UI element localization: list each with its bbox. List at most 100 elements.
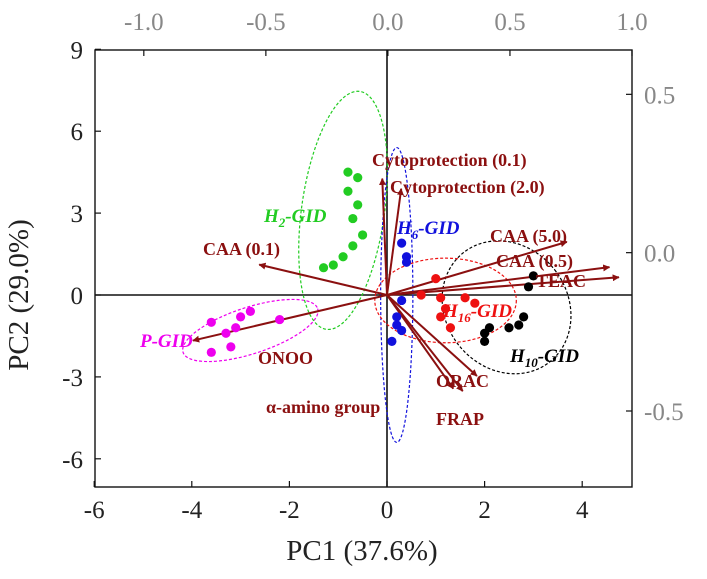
x-axis-title: PC1 (37.6%): [286, 535, 437, 567]
score-point-p-gid: [245, 306, 255, 316]
loading-label: FRAP: [436, 409, 484, 429]
y-tick-label: 0: [71, 283, 84, 310]
x-tick-label: 2: [478, 497, 491, 524]
group-label-h16-gid: H16-GID: [442, 301, 512, 325]
right-axis-tick-label: 0.5: [644, 82, 675, 109]
score-point-h2-gid: [338, 252, 348, 262]
score-point-h2-gid: [328, 260, 338, 270]
top-axis-tick-label: -0.5: [246, 9, 286, 36]
right-axis-tick-label: -0.5: [644, 399, 684, 426]
score-point-h16-gid: [436, 293, 446, 303]
ellipse-h16-gid: [374, 257, 517, 344]
score-point-h2-gid: [343, 186, 353, 196]
group-label-tail: -GID: [152, 331, 193, 352]
top-axis-tick-label: 0.5: [494, 9, 525, 36]
loading-vector: [386, 264, 611, 296]
ellipse-p-gid: [182, 298, 319, 363]
score-point-h2-gid: [353, 173, 363, 183]
group-label-h10-gid: H10-GID: [509, 346, 579, 370]
score-point-h2-gid: [348, 213, 358, 224]
score-point-h10-gid: [484, 323, 495, 333]
score-point-p-gid: [231, 323, 241, 333]
right-axis-tick-label: 0.0: [644, 241, 675, 268]
loading-label: ORAC: [436, 371, 489, 391]
loading-vector: [386, 274, 620, 296]
x-tick-label: -6: [84, 497, 105, 524]
score-point-h16-gid: [440, 304, 451, 314]
loading-label: α-amino group: [266, 397, 380, 417]
score-point-h6-gid: [401, 257, 412, 267]
chart-labels: Cytoprotection (0.1) Cytoprotection (2.0)…: [139, 150, 586, 429]
score-point-h16-gid: [436, 312, 446, 322]
plot-border: [94, 49, 633, 488]
y-tick-label: 9: [71, 37, 84, 64]
score-point-h2-gid: [343, 167, 353, 177]
score-point-h6-gid: [397, 325, 407, 336]
loading-label: CAA (5.0): [490, 226, 567, 247]
loading-label: TEAC: [536, 271, 586, 291]
group-label-base: P: [139, 331, 152, 352]
group-label-h6-gid: H6-GID: [396, 218, 460, 242]
loading-label: Cytoprotection (0.1): [372, 150, 527, 171]
score-point-h2-gid: [358, 230, 368, 240]
score-point-h6-gid: [387, 336, 397, 347]
score-point-h6-gid: [397, 238, 407, 248]
score-point-p-gid: [206, 347, 216, 357]
score-points: [206, 167, 539, 357]
score-point-p-gid: [226, 342, 236, 352]
x-tick-label: -4: [181, 497, 202, 524]
group-label-base: H: [396, 218, 413, 239]
score-point-p-gid: [206, 317, 216, 327]
y-tick-label: -6: [62, 447, 83, 474]
group-label-tail: -GID: [285, 206, 326, 227]
loading-vector: [379, 177, 388, 296]
group-label-tail: -GID: [471, 301, 512, 322]
group-label-base: H: [263, 206, 280, 227]
score-point-h16-gid: [445, 323, 456, 333]
loading-vector: [386, 240, 568, 296]
loading-vector: [386, 294, 464, 392]
ellipse-h10-gid: [441, 240, 572, 375]
group-label-subscript: 2: [278, 215, 286, 230]
score-point-h10-gid: [528, 271, 539, 281]
loading-vector: [386, 294, 455, 390]
top-axis-tick-label: 1.0: [616, 9, 647, 36]
top-axis-tick-label: 0.0: [372, 9, 403, 36]
loading-vectors: [192, 177, 620, 392]
group-label-p-gid: P-GID: [139, 331, 193, 352]
score-point-h16-gid: [416, 290, 426, 300]
score-point-h2-gid: [348, 241, 358, 251]
group-label-base: H: [509, 346, 526, 367]
score-point-h16-gid: [470, 298, 480, 308]
score-point-p-gid: [236, 312, 246, 322]
loading-vector: [386, 294, 478, 377]
group-label-tail: -GID: [538, 346, 579, 367]
score-point-h16-gid: [460, 293, 470, 303]
score-point-h2-gid: [318, 263, 329, 273]
score-point-h10-gid: [514, 320, 524, 330]
x-tick-label: 4: [576, 497, 589, 524]
group-label-subscript: 16: [458, 310, 472, 325]
loading-label: CAA (0.5): [496, 251, 573, 272]
loading-vector: [386, 188, 404, 296]
score-point-p-gid: [275, 314, 285, 325]
group-label-subscript: 10: [525, 355, 539, 370]
group-label-h2-gid: H2-GID: [263, 206, 327, 230]
group-label-base: H: [442, 301, 459, 322]
loading-vector: [258, 262, 388, 296]
score-point-h6-gid: [392, 312, 402, 322]
top-axis-tick-label: -1.0: [124, 9, 164, 36]
y-tick-label: 6: [71, 119, 84, 146]
score-point-h6-gid: [397, 295, 407, 306]
score-point-h10-gid: [480, 336, 490, 347]
score-point-p-gid: [221, 328, 231, 338]
group-label-subscript: 6: [412, 227, 419, 242]
loading-label: CAA (0.1): [203, 239, 280, 260]
y-tick-label: 3: [71, 201, 84, 228]
score-point-h10-gid: [519, 312, 529, 322]
loading-label: Cytoprotection (2.0): [390, 177, 545, 198]
score-point-h10-gid: [504, 323, 514, 333]
score-point-h16-gid: [431, 274, 441, 284]
loading-label: ONOO: [258, 348, 313, 368]
